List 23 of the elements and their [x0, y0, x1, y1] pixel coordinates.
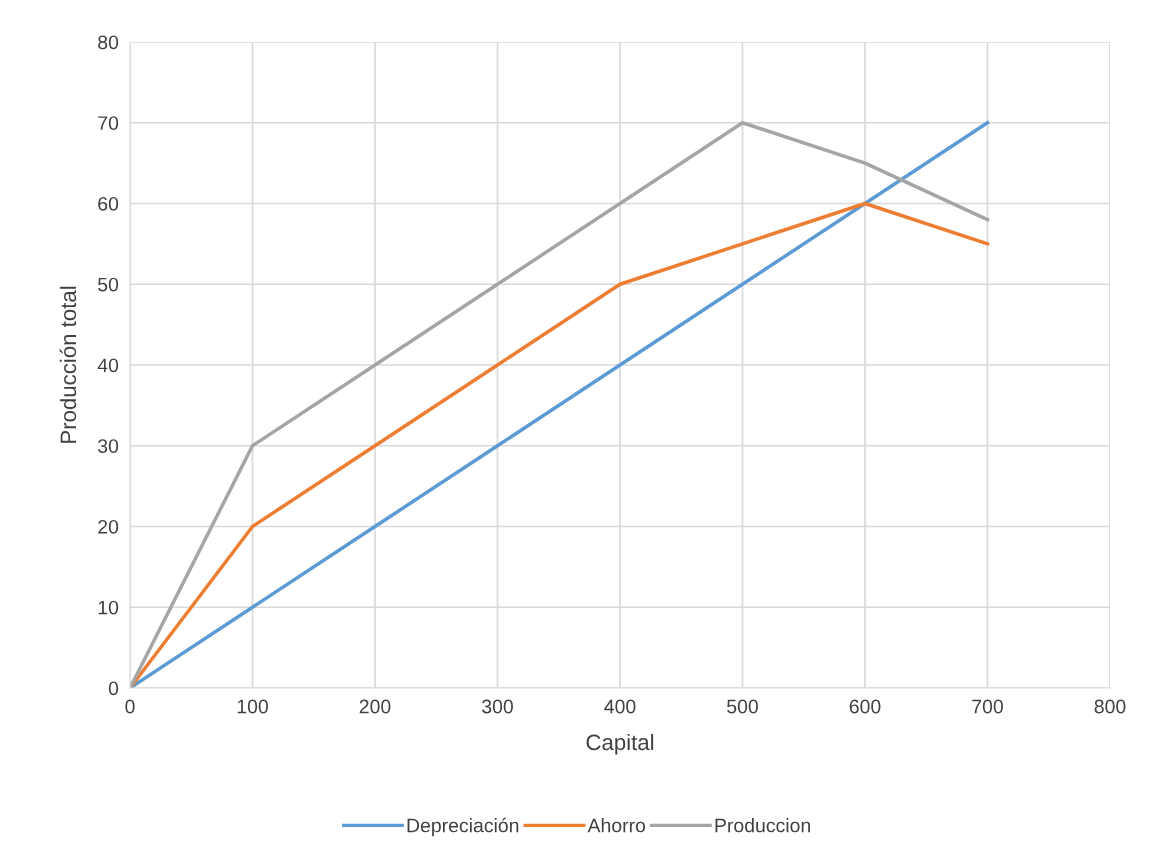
- y-tick-label: 70: [98, 116, 119, 130]
- y-tick-label: 40: [97, 358, 119, 373]
- x-tick-label: 0: [125, 699, 135, 714]
- legend-label: Depreciación: [407, 817, 519, 837]
- y-tick-label: 50: [98, 277, 119, 292]
- y-tick-label: 0: [108, 681, 119, 696]
- x-axis-title: Capital: [586, 733, 654, 755]
- y-tick-label: 20: [98, 519, 119, 534]
- y-tick-label: 30: [98, 439, 119, 453]
- y-axis-title: Producción total: [59, 286, 77, 443]
- x-tick-label: 500: [727, 699, 758, 714]
- y-tick-label: 60: [98, 196, 119, 211]
- x-tick-label: 800: [1094, 699, 1126, 714]
- x-tick-label: 200: [359, 699, 391, 714]
- x-tick-label: 300: [482, 699, 513, 714]
- y-tick-label: 10: [98, 600, 119, 615]
- x-tick-label: 600: [849, 699, 881, 714]
- x-tick-label: 400: [604, 699, 636, 714]
- x-tick-label: 700: [972, 699, 1003, 714]
- y-tick-label: 80: [98, 35, 119, 50]
- x-tick-label: 100: [237, 699, 268, 714]
- legend-label: Ahorro: [587, 818, 646, 833]
- legend-label: Produccion: [715, 818, 810, 833]
